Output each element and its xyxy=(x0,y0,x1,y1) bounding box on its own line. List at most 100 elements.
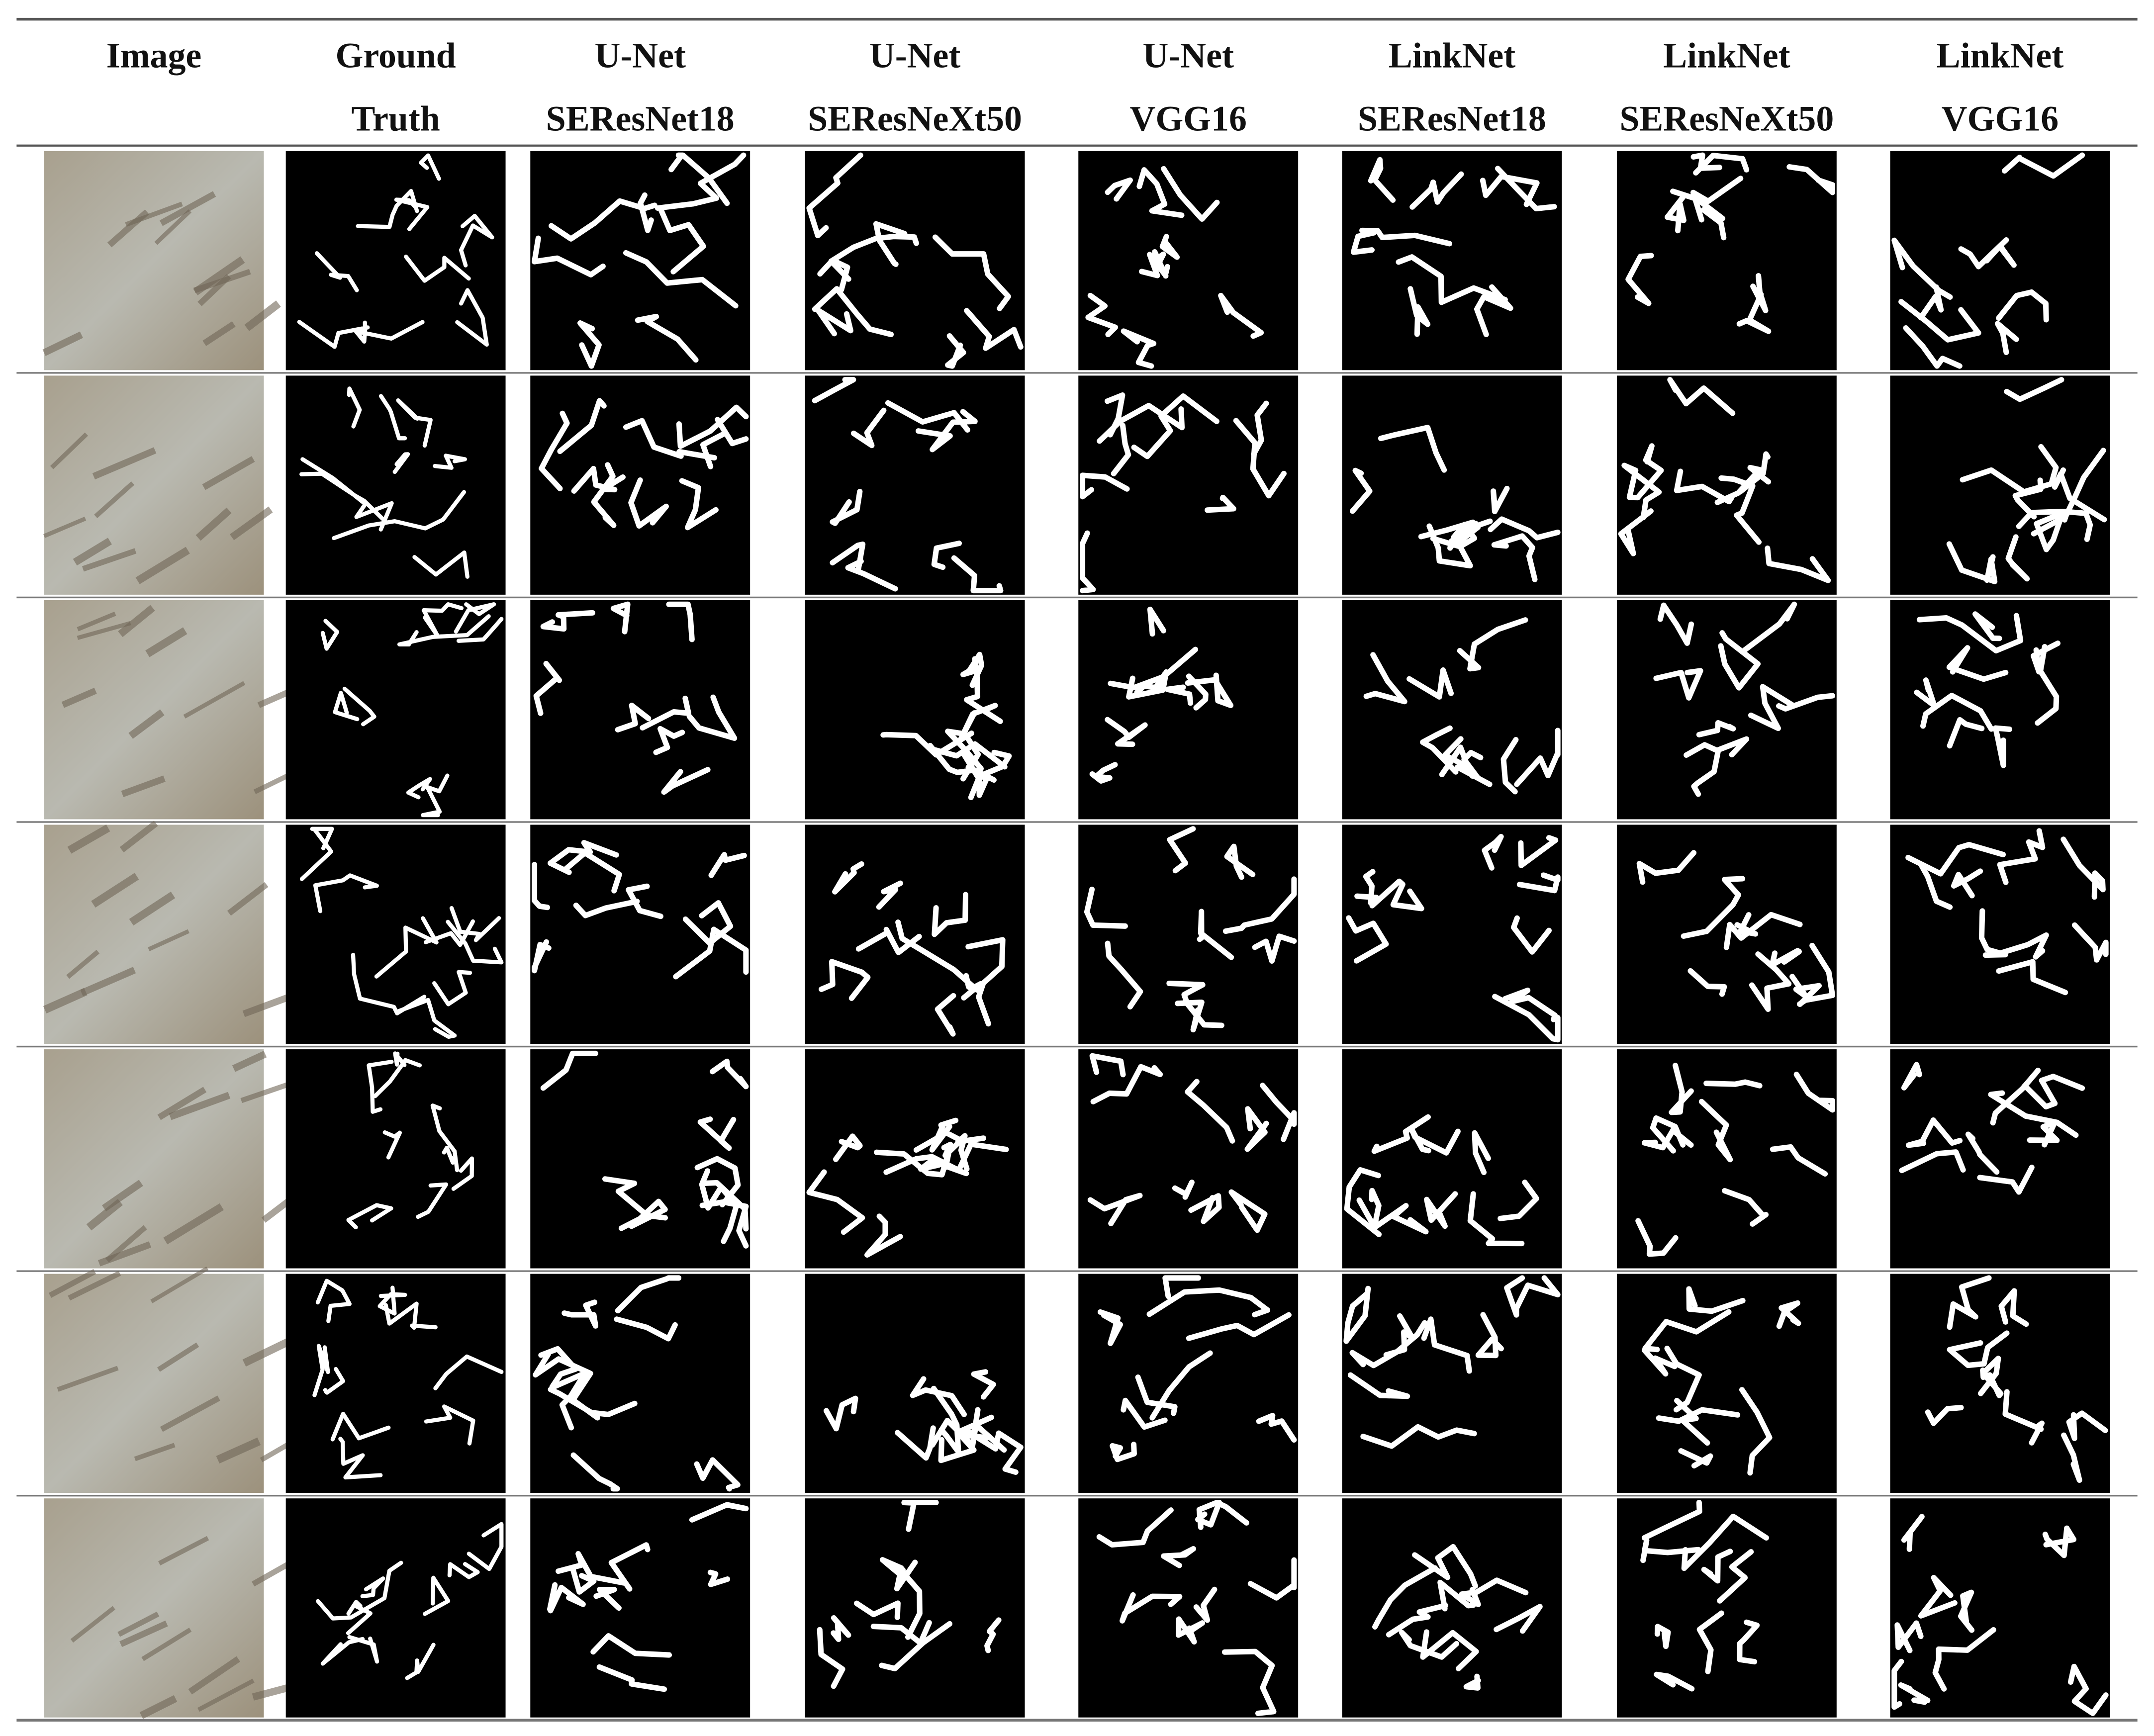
column-header: VGG16 xyxy=(1942,98,2059,138)
mask-tile xyxy=(805,1498,1025,1718)
rock-shadow xyxy=(159,191,216,226)
rock-shadow xyxy=(193,256,245,295)
crack-lines xyxy=(1084,826,1297,1033)
rock-shadow xyxy=(157,1087,207,1120)
crack-lines xyxy=(1085,166,1264,369)
crack-lines xyxy=(297,153,494,349)
crack-lines xyxy=(1343,1275,1561,1449)
rock-shadow xyxy=(70,1606,115,1643)
mask-tile xyxy=(1890,1274,2110,1493)
rock-shadow xyxy=(244,300,281,331)
crack-lines xyxy=(1096,1499,1297,1716)
crack-lines xyxy=(299,386,469,579)
rock-shadow xyxy=(86,1198,123,1231)
mask-tile xyxy=(805,824,1025,1044)
rock-shadow xyxy=(134,1443,176,1462)
rock-shadow xyxy=(145,627,187,657)
mask xyxy=(1078,824,1299,1044)
rock-shadow xyxy=(150,1266,209,1303)
crack-lines xyxy=(1914,611,2060,768)
mask xyxy=(1890,1498,2110,1718)
mask-tile xyxy=(1890,824,2110,1044)
mask-tile xyxy=(285,1049,506,1269)
crack-lines xyxy=(812,377,1004,594)
rock-shadow xyxy=(232,1051,267,1072)
crack-lines xyxy=(1372,1544,1543,1691)
crack-lines xyxy=(1618,377,1831,583)
crack-lines xyxy=(806,1117,1009,1258)
mask-tile xyxy=(1342,1274,1562,1493)
rock-shadow xyxy=(42,331,83,356)
column-header: Truth xyxy=(352,98,440,138)
mask-tile xyxy=(1342,151,1562,370)
rock-shadow xyxy=(188,1656,240,1695)
mask xyxy=(1078,1049,1299,1269)
photo xyxy=(44,1049,264,1269)
mask-tile xyxy=(1342,1498,1562,1718)
crack-lines xyxy=(1080,392,1287,594)
crack-lines xyxy=(818,861,1006,1037)
crack-lines xyxy=(1089,606,1234,784)
column-header: U-Net xyxy=(1143,35,1234,75)
crack-lines xyxy=(880,651,1012,801)
mask-tile xyxy=(1078,600,1299,820)
crack-lines xyxy=(1946,377,2107,584)
mask-tile xyxy=(805,1274,1025,1493)
crack-lines xyxy=(1653,601,1836,797)
crack-lines xyxy=(1891,152,2085,369)
rock-shadow xyxy=(216,1437,261,1464)
mask xyxy=(1078,1498,1299,1718)
rock-shadow xyxy=(66,949,100,979)
mask-tile xyxy=(1890,600,2110,820)
mask xyxy=(1078,151,1299,370)
rock-shadow xyxy=(94,481,135,519)
photo-tile xyxy=(44,1049,307,1269)
column-header: Ground xyxy=(336,35,456,75)
mask xyxy=(1890,600,2110,820)
column-header: LinkNet xyxy=(1663,35,1790,75)
rock-shadow xyxy=(101,1180,143,1212)
mask xyxy=(1616,151,1837,370)
crack-lines xyxy=(540,1050,749,1249)
mask xyxy=(530,1498,750,1718)
mask-tile xyxy=(1616,1498,1837,1718)
mask-tile xyxy=(1616,1049,1837,1269)
crack-lines xyxy=(823,1369,1024,1475)
column-header: U-Net xyxy=(869,35,960,75)
rock-shadow xyxy=(119,821,158,853)
mask-tile xyxy=(285,1498,506,1718)
mask xyxy=(1890,151,2110,370)
rock-shadow xyxy=(73,538,112,566)
crack-lines xyxy=(316,1522,504,1680)
rock-shadow xyxy=(117,1611,160,1637)
crack-lines xyxy=(1097,1275,1297,1462)
mask-tile xyxy=(1616,375,1837,595)
mask-tile xyxy=(1616,824,1837,1044)
rock-shadow xyxy=(67,824,110,854)
mask-tile xyxy=(285,824,506,1044)
mask-tile xyxy=(1342,375,1562,595)
rock-shadow xyxy=(92,447,157,480)
mask xyxy=(1342,1498,1562,1718)
rock-shadow xyxy=(195,507,232,541)
mask-tile xyxy=(1616,151,1837,370)
rock-shadow xyxy=(77,621,131,640)
column-header: SEResNeXt50 xyxy=(808,98,1022,138)
mask-tile xyxy=(285,151,506,370)
crack-lines xyxy=(346,1051,474,1230)
mask xyxy=(285,375,506,595)
mask-tile xyxy=(1078,1049,1299,1269)
crack-lines xyxy=(1640,1499,1769,1692)
rock-shadow xyxy=(97,1241,152,1267)
column-header: Image xyxy=(106,35,201,75)
column-header: SEResNeXt50 xyxy=(1619,98,1834,138)
mask-tile xyxy=(530,1274,750,1493)
rock-shadow xyxy=(128,709,165,739)
rock-shadow xyxy=(252,1561,289,1587)
mask-tile xyxy=(530,375,750,595)
rock-shadow xyxy=(82,548,137,572)
mask-tile xyxy=(1078,375,1299,595)
crack-lines xyxy=(532,152,747,369)
mask-tile xyxy=(1078,824,1299,1044)
mask-tile xyxy=(530,824,750,1044)
